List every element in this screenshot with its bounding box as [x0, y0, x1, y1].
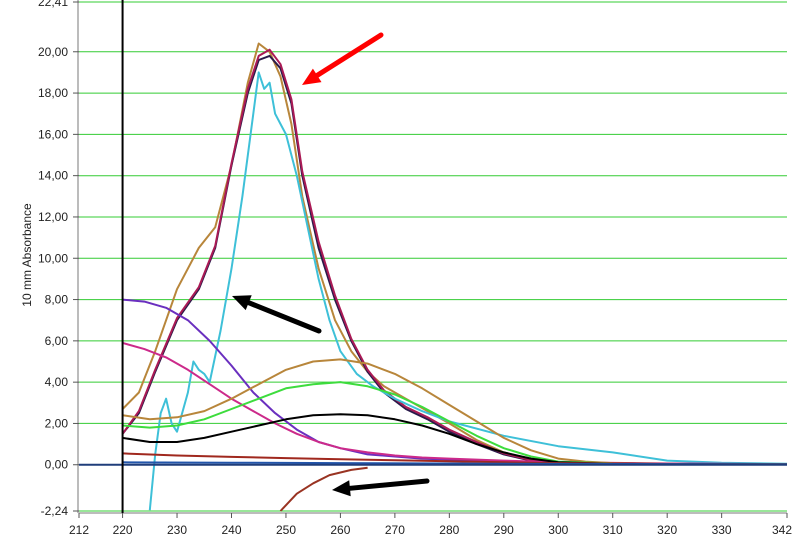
x-tick-label-0: 212	[69, 523, 89, 537]
y-tick-label-12: 22,41	[38, 0, 68, 9]
series-line-1	[121, 42, 788, 466]
black-arrow-lower	[332, 478, 430, 497]
y-tick-label-0: -2,24	[41, 504, 69, 518]
x-tick-label-10: 310	[603, 523, 623, 537]
y-tick-label-9: 16,00	[38, 127, 68, 141]
series-lines	[121, 42, 788, 512]
y-tick-label-8: 14,00	[38, 169, 68, 183]
y-tick-label-1: 0,00	[45, 458, 69, 472]
series-line-7	[122, 358, 788, 466]
x-tick-label-5: 260	[330, 523, 350, 537]
series-line-9	[122, 413, 788, 466]
y-tick-label-6: 10,00	[38, 251, 68, 265]
y-tick-label-11: 20,00	[38, 45, 68, 59]
x-tick-label-12: 330	[712, 523, 732, 537]
black-arrow-upper	[232, 295, 322, 334]
x-tick-label-2: 230	[167, 523, 187, 537]
tick-labels: -2,24 0,00 2,00 4,00 6,00 8,00 10,00 12,00 14,00…	[38, 0, 792, 537]
x-tick-label-8: 290	[494, 523, 514, 537]
x-tick-label-11: 320	[657, 523, 677, 537]
x-tick-label-3: 240	[221, 523, 241, 537]
series-line-3	[121, 48, 788, 466]
series-line-4	[148, 71, 788, 511]
x-tick-label-7: 280	[439, 523, 459, 537]
x-tick-label-13: 342	[772, 523, 792, 537]
y-tick-label-10: 18,00	[38, 86, 68, 100]
x-tick-label-9: 300	[548, 523, 568, 537]
y-tick-label-7: 12,00	[38, 210, 68, 224]
series-line-6	[122, 341, 788, 466]
x-tick-label-6: 270	[385, 523, 405, 537]
grid-lines	[79, 1, 787, 512]
y-tick-label-2: 2,00	[45, 416, 69, 430]
y-tick-label-3: 4,00	[45, 375, 69, 389]
y-tick-label-4: 6,00	[45, 334, 69, 348]
annotation-arrows	[232, 32, 430, 497]
x-tick-label-1: 220	[113, 523, 133, 537]
red-arrow	[302, 32, 384, 85]
series-line-11	[279, 466, 368, 512]
y-axis-title: 10 mm Absorbance	[20, 203, 34, 307]
y-tick-label-5: 8,00	[45, 293, 69, 307]
x-tick-label-4: 250	[276, 523, 296, 537]
axes	[77, 0, 787, 514]
